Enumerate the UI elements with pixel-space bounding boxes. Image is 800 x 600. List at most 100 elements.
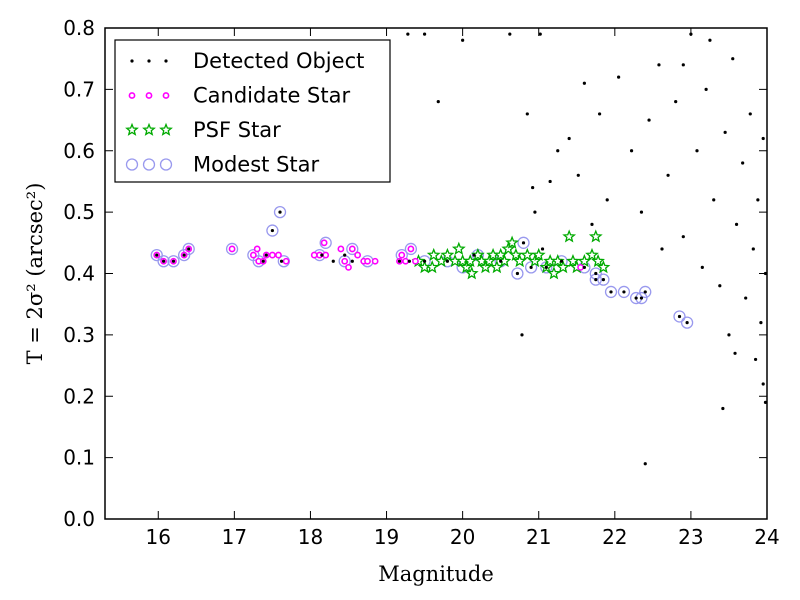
data-point xyxy=(666,173,670,177)
data-point xyxy=(275,251,282,259)
data-point xyxy=(601,278,606,282)
data-point xyxy=(744,296,748,300)
data-point xyxy=(182,242,195,256)
data-point xyxy=(497,253,512,268)
y-tick-label: 0.1 xyxy=(63,446,95,470)
series-psf-star xyxy=(411,229,611,280)
data-point xyxy=(689,32,693,36)
data-point xyxy=(425,260,440,274)
data-point xyxy=(718,284,722,288)
data-point xyxy=(685,321,689,325)
x-tick-label: 19 xyxy=(374,525,399,549)
data-point xyxy=(482,253,497,268)
legend-marker xyxy=(142,122,156,136)
x-tick-label: 23 xyxy=(678,525,703,549)
data-point xyxy=(643,290,647,294)
data-point xyxy=(556,149,560,153)
x-tick-label: 17 xyxy=(222,525,247,549)
x-axis-label: Magnitude xyxy=(378,562,494,586)
data-point xyxy=(559,259,564,263)
data-point xyxy=(270,228,275,233)
data-point xyxy=(639,296,644,300)
data-point xyxy=(761,136,765,141)
data-point xyxy=(525,112,529,116)
data-point xyxy=(404,242,418,256)
data-point xyxy=(704,87,708,91)
data-point xyxy=(660,247,664,251)
x-tick-label: 21 xyxy=(526,525,551,549)
data-point xyxy=(582,81,586,85)
data-point xyxy=(647,118,651,122)
data-point xyxy=(412,257,419,265)
data-point xyxy=(540,247,545,251)
data-point xyxy=(533,210,537,214)
data-point xyxy=(531,247,546,261)
data-point xyxy=(261,259,265,263)
data-point xyxy=(320,253,324,257)
data-point xyxy=(508,32,512,36)
data-point xyxy=(759,321,763,325)
data-point xyxy=(345,263,352,271)
legend-label: Modest Star xyxy=(193,153,319,177)
legend-marker xyxy=(162,92,170,99)
data-point xyxy=(577,263,584,271)
data-point xyxy=(422,32,427,36)
legend-marker xyxy=(130,59,134,63)
legend: Detected Object Candidate Star PSF Star Mod… xyxy=(114,39,391,183)
data-point xyxy=(596,260,611,274)
data-point xyxy=(350,259,354,263)
data-point xyxy=(407,259,411,263)
data-point xyxy=(320,239,328,247)
data-point xyxy=(756,198,760,202)
data-point xyxy=(751,247,755,251)
data-point xyxy=(605,198,609,202)
data-point xyxy=(269,251,276,259)
data-point xyxy=(341,257,349,265)
x-tick-label: 16 xyxy=(146,525,171,549)
data-point xyxy=(182,253,186,257)
data-point xyxy=(548,179,552,184)
data-point xyxy=(591,253,605,268)
data-point xyxy=(150,248,163,262)
data-point xyxy=(562,229,577,243)
data-point xyxy=(472,253,476,257)
data-point xyxy=(544,265,548,269)
legend-marker xyxy=(142,158,156,171)
data-point xyxy=(499,259,503,263)
data-point xyxy=(657,63,661,67)
data-point xyxy=(734,222,739,226)
data-point xyxy=(440,247,455,261)
data-point xyxy=(521,241,526,245)
data-point xyxy=(319,236,332,249)
data-point xyxy=(343,253,347,257)
legend-marker xyxy=(159,122,173,136)
legend-label: PSF Star xyxy=(193,118,281,142)
legend-label: Candidate Star xyxy=(193,84,350,108)
data-point xyxy=(677,314,682,319)
data-point xyxy=(550,253,565,268)
data-point xyxy=(594,271,598,276)
data-point xyxy=(681,235,685,239)
series-candidate-star xyxy=(153,239,584,271)
data-point xyxy=(639,285,652,299)
plot-frame xyxy=(104,27,768,520)
plot-points xyxy=(150,32,768,466)
data-point xyxy=(597,273,610,286)
legend-label: Detected Object xyxy=(193,49,364,73)
data-point xyxy=(517,236,530,249)
y-tick-label: 0.3 xyxy=(63,323,95,347)
legend-marker xyxy=(125,158,139,171)
y-tick-label: 0.5 xyxy=(63,200,95,224)
y-tick-label: 0.6 xyxy=(63,139,95,163)
data-point xyxy=(748,112,752,116)
data-point xyxy=(567,136,571,141)
data-point xyxy=(470,247,485,261)
data-point xyxy=(731,57,735,61)
data-point xyxy=(167,255,180,268)
data-point xyxy=(515,271,520,276)
data-point xyxy=(426,247,441,261)
legend-marker xyxy=(125,122,139,136)
data-point xyxy=(445,259,450,263)
data-point xyxy=(278,210,282,214)
